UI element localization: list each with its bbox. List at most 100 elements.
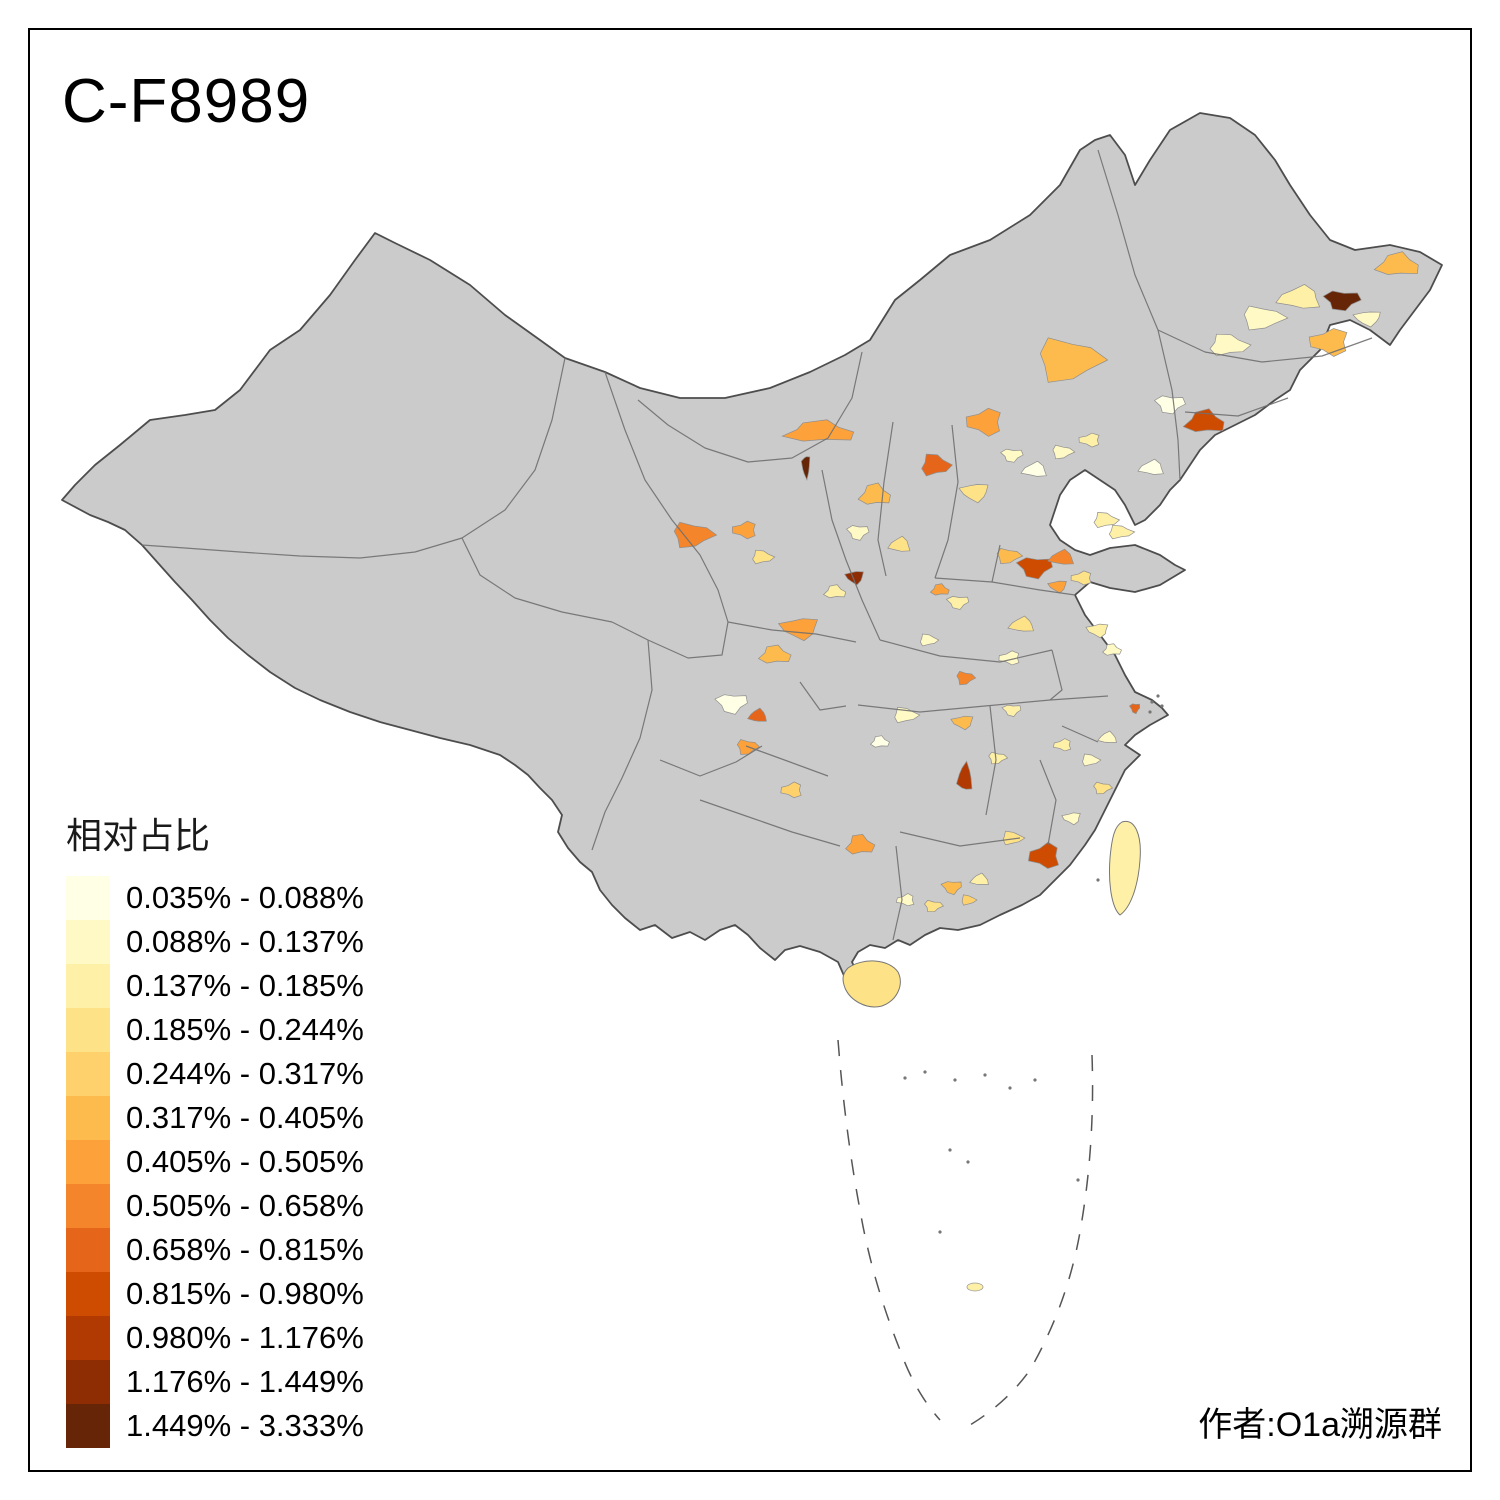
map-region	[956, 760, 973, 790]
map-region	[845, 834, 876, 855]
map-region	[1061, 812, 1081, 826]
map-region	[1007, 615, 1034, 632]
legend-swatch	[66, 1360, 110, 1404]
legend-swatch	[66, 964, 110, 1008]
map-region	[924, 899, 944, 913]
legend-label: 0.137% - 0.185%	[126, 968, 364, 1003]
legend-swatch	[66, 1140, 110, 1184]
page-title: C-F8989	[62, 67, 311, 136]
map-region	[747, 707, 767, 722]
map-region	[887, 535, 911, 552]
map-region	[988, 751, 1009, 765]
legend-label: 0.244% - 0.317%	[126, 1056, 364, 1091]
map-region	[895, 893, 915, 907]
legend-item: 0.185% - 0.244%	[66, 1008, 364, 1052]
legend-items: 0.035% - 0.088% 0.088% - 0.137% 0.137% - 0…	[66, 876, 364, 1448]
legend-swatch	[66, 1228, 110, 1272]
map-region	[1052, 444, 1076, 460]
map-region	[1020, 460, 1047, 477]
legend-swatch	[66, 1184, 110, 1228]
map-region	[780, 781, 802, 799]
legend-label: 0.658% - 0.815%	[126, 1232, 364, 1267]
legend-label: 0.815% - 0.980%	[126, 1276, 364, 1311]
legend-title: 相对占比	[66, 815, 211, 856]
legend-item: 0.658% - 0.815%	[66, 1228, 364, 1272]
map-region	[945, 596, 970, 610]
map-region	[1082, 753, 1102, 767]
map-region	[929, 583, 950, 596]
legend-label: 0.088% - 0.137%	[126, 924, 364, 959]
province-borders	[141, 149, 1373, 941]
map-region	[1001, 704, 1022, 718]
map-region	[961, 894, 978, 906]
legend-swatch	[66, 1052, 110, 1096]
map-region	[1108, 524, 1136, 540]
legend: 相对占比 0.035% - 0.088% 0.088% - 0.137% 0.137…	[66, 814, 364, 1448]
map-region	[950, 715, 974, 731]
map-region	[1209, 333, 1252, 357]
legend-swatch	[66, 1096, 110, 1140]
map-region	[1275, 283, 1321, 309]
sea-islets	[903, 694, 1164, 1234]
map-region	[1027, 841, 1059, 869]
map-region	[844, 571, 864, 586]
map-region	[996, 547, 1024, 564]
legend-swatch	[66, 1008, 110, 1052]
map-region	[1352, 311, 1381, 328]
map-region	[1243, 305, 1289, 331]
map-region	[958, 484, 989, 504]
legend-label: 0.035% - 0.088%	[126, 880, 364, 915]
map-region	[965, 407, 1001, 437]
plot-frame	[28, 28, 1472, 1472]
map-region	[822, 584, 847, 599]
map-region	[1085, 623, 1109, 639]
legend-item: 0.088% - 0.137%	[66, 920, 364, 964]
map-region	[1000, 448, 1024, 463]
legend-label: 1.176% - 1.449%	[126, 1364, 364, 1399]
legend-label: 0.505% - 0.658%	[126, 1188, 364, 1223]
map-region	[1047, 548, 1074, 565]
hainan-island	[842, 960, 901, 1008]
map-region	[752, 549, 776, 565]
map-region	[777, 618, 818, 642]
map-region	[919, 633, 940, 647]
map-region	[869, 735, 890, 748]
map-region	[1093, 781, 1114, 795]
legend-label: 0.405% - 0.505%	[126, 1144, 364, 1179]
map-region	[673, 521, 718, 549]
legend-label: 0.317% - 0.405%	[126, 1100, 364, 1135]
legend-item: 0.244% - 0.317%	[66, 1052, 364, 1096]
small-island	[966, 1282, 984, 1292]
map-region	[1070, 570, 1092, 586]
author-credit: 作者:O1a溯源群	[1198, 1406, 1442, 1444]
map-region	[1129, 703, 1141, 715]
map-region	[1182, 408, 1225, 432]
legend-swatch	[66, 1316, 110, 1360]
legend-item: 0.980% - 1.176%	[66, 1316, 364, 1360]
legend-swatch	[66, 876, 110, 920]
map-region	[1322, 290, 1362, 312]
legend-item: 1.176% - 1.449%	[66, 1360, 364, 1404]
legend-item: 0.035% - 0.088%	[66, 876, 364, 920]
map-region	[894, 706, 921, 724]
map-region	[1053, 738, 1072, 752]
legend-item: 1.449% - 3.333%	[66, 1404, 364, 1448]
map-region	[781, 419, 855, 442]
legend-item: 0.505% - 0.658%	[66, 1184, 364, 1228]
map-region	[1002, 830, 1026, 846]
map-region	[846, 525, 870, 541]
legend-label: 0.980% - 1.176%	[126, 1320, 364, 1355]
map-region	[1102, 643, 1122, 656]
map-region	[921, 453, 953, 477]
prefecture-regions	[673, 251, 1419, 913]
map-region	[1093, 512, 1121, 529]
map-region	[732, 520, 756, 540]
map-region	[757, 644, 792, 664]
map-region	[714, 694, 748, 715]
legend-swatch	[66, 920, 110, 964]
legend-item: 0.317% - 0.405%	[66, 1096, 364, 1140]
map-region	[956, 670, 977, 686]
taiwan-island	[1109, 820, 1141, 916]
